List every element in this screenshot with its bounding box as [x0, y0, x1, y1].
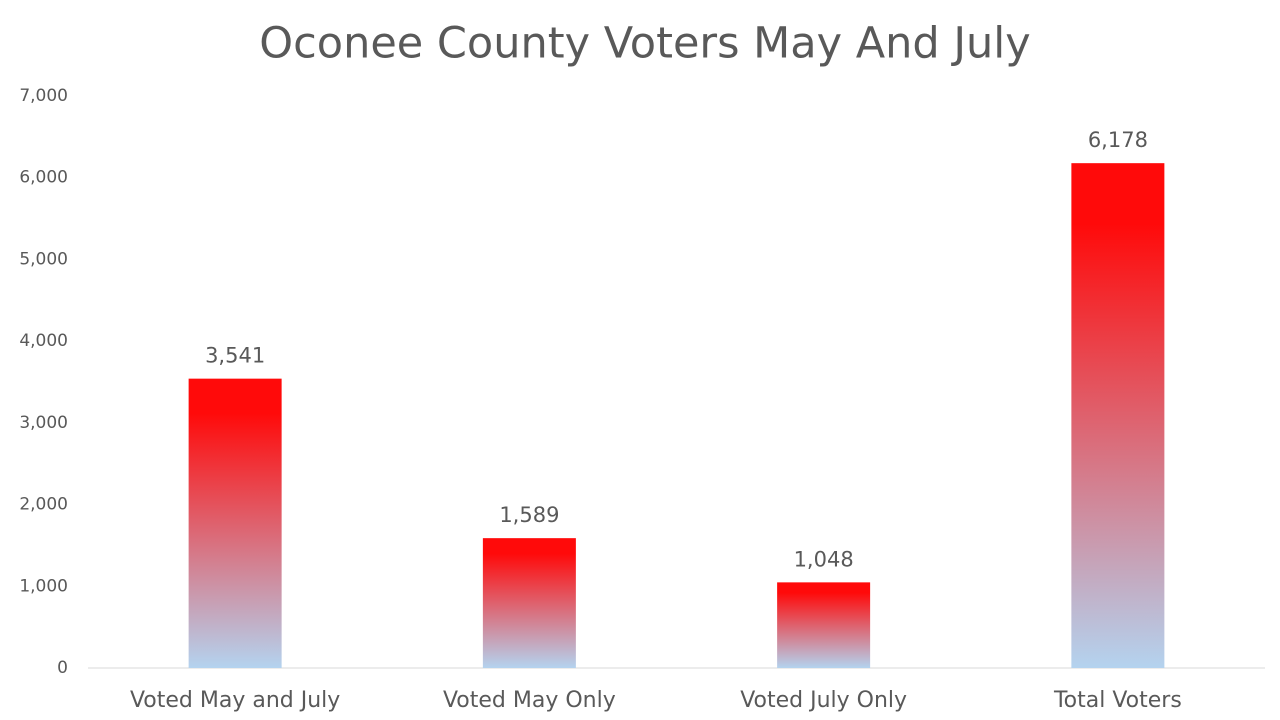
bar — [188, 378, 282, 668]
x-tick-label: Voted May Only — [443, 688, 616, 713]
y-tick-label: 0 — [57, 658, 68, 678]
y-tick-label: 5,000 — [19, 249, 68, 269]
x-tick-label: Total Voters — [1053, 688, 1182, 713]
y-tick-label: 2,000 — [19, 495, 68, 515]
y-tick-label: 4,000 — [19, 331, 68, 351]
bar — [777, 582, 871, 668]
chart-title: Oconee County Voters May And July — [259, 19, 1030, 69]
bar — [1071, 163, 1165, 669]
y-tick-label: 3,000 — [19, 413, 68, 433]
bar — [482, 538, 576, 668]
value-label: 3,541 — [205, 344, 265, 368]
x-tick-label: Voted July Only — [740, 688, 907, 713]
x-tick-label: Voted May and July — [130, 688, 340, 713]
value-label: 6,178 — [1088, 128, 1148, 152]
y-tick-label: 1,000 — [19, 576, 68, 596]
y-tick-label: 6,000 — [19, 168, 68, 188]
y-tick-label: 7,000 — [19, 86, 68, 106]
value-label: 1,048 — [794, 547, 854, 571]
value-label: 1,589 — [499, 503, 559, 527]
